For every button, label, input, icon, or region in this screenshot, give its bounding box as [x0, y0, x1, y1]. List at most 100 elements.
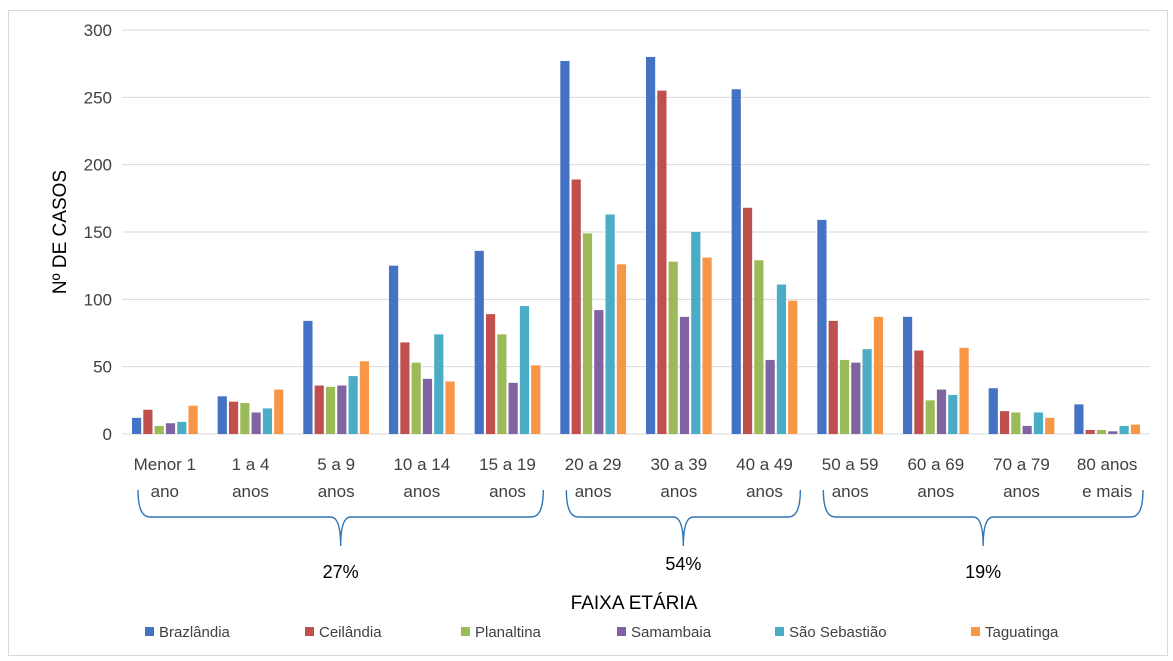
bar [303, 320, 313, 434]
bar [1045, 417, 1055, 434]
category-label: 60 a 69 [907, 455, 964, 474]
legend-swatch [971, 627, 980, 636]
bar [731, 89, 741, 435]
bar [1022, 425, 1032, 434]
bar [873, 316, 884, 434]
category-label: 30 a 39 [650, 455, 707, 474]
category-label: anos [917, 482, 954, 501]
category-label: 80 anos [1077, 455, 1138, 474]
bar [742, 207, 753, 434]
bar [445, 381, 455, 434]
bar [1108, 431, 1118, 434]
bracket [137, 489, 545, 547]
bar [388, 265, 399, 434]
bar [582, 233, 593, 434]
category-label: Menor 1 [134, 455, 196, 474]
category-label: anos [318, 482, 355, 501]
bar [851, 362, 861, 434]
bar [668, 261, 678, 434]
bar [828, 320, 838, 434]
legend-item: Samambaia [617, 624, 712, 641]
legend-label: São Sebastião [789, 624, 887, 641]
bar [131, 417, 142, 434]
category-label: anos [489, 482, 526, 501]
y-tick-label: 300 [84, 21, 112, 40]
bar [645, 56, 656, 434]
bar [914, 350, 924, 434]
bar [605, 214, 615, 434]
bar [839, 359, 850, 434]
category-label: anos [232, 482, 269, 501]
bar [519, 306, 530, 434]
gridlines [122, 29, 1150, 435]
bar [754, 260, 764, 434]
bar [400, 342, 410, 434]
y-tick-label: 100 [84, 290, 112, 309]
category-label: 70 a 79 [993, 455, 1050, 474]
category-label: 10 a 14 [393, 455, 450, 474]
group-percentage: 19% [965, 562, 1001, 582]
bar [165, 423, 176, 434]
category-label: 40 a 49 [736, 455, 793, 474]
bar [1033, 412, 1044, 434]
bar [925, 400, 935, 434]
bar [657, 90, 667, 434]
bar [531, 365, 541, 434]
category-label: anos [746, 482, 783, 501]
bar [411, 362, 421, 434]
legend-swatch [145, 627, 154, 636]
bar [217, 396, 227, 434]
bar [1096, 429, 1107, 434]
legend-label: Brazlândia [159, 624, 231, 641]
bar [474, 250, 484, 434]
category-label: anos [1003, 482, 1040, 501]
legend-swatch [775, 627, 784, 636]
bar [325, 386, 336, 434]
category-label: anos [660, 482, 697, 501]
bar [765, 359, 775, 434]
bar [337, 385, 347, 434]
category-label: anos [403, 482, 440, 501]
bar [1130, 424, 1141, 434]
group-percentage: 54% [665, 554, 701, 574]
bar [616, 264, 627, 434]
bar [679, 316, 690, 434]
bar [902, 316, 913, 434]
bar [274, 389, 284, 434]
legend-label: Ceilândia [319, 624, 382, 641]
legend-item: Brazlândia [145, 624, 231, 641]
bar [1074, 404, 1084, 434]
bar [959, 347, 969, 434]
bars [131, 56, 1141, 435]
bar [948, 394, 958, 434]
bar [776, 284, 787, 434]
legend-swatch [617, 627, 626, 636]
bar [691, 232, 701, 434]
y-tick-label: 150 [84, 223, 112, 242]
bar [154, 425, 164, 434]
legend-swatch [461, 627, 470, 636]
category-label: 1 a 4 [232, 455, 270, 474]
bar [702, 257, 712, 434]
bar [594, 310, 604, 434]
y-tick-label: 250 [84, 88, 112, 107]
x-axis-categories: Menor 1 ano 1 a 4 anos 5 a 9 anos 10 a 14 anos 1… [134, 455, 1138, 501]
bar [1085, 429, 1095, 434]
y-axis-title: Nº DE CASOS [50, 170, 71, 294]
bar [999, 411, 1010, 434]
bar [497, 334, 507, 434]
bar [936, 389, 947, 434]
bar [188, 405, 198, 434]
y-axis-ticks: 0 50 100 150 200 250 300 [84, 21, 112, 444]
bar [485, 314, 496, 434]
bar [560, 60, 570, 435]
bar [988, 388, 998, 434]
legend-item: Ceilândia [305, 624, 382, 641]
category-label: 5 a 9 [317, 455, 355, 474]
bar [817, 219, 827, 434]
legend-label: Planaltina [475, 624, 542, 641]
category-label: 15 a 19 [479, 455, 536, 474]
y-tick-label: 0 [103, 425, 112, 444]
category-label: anos [832, 482, 869, 501]
bar [422, 378, 433, 434]
